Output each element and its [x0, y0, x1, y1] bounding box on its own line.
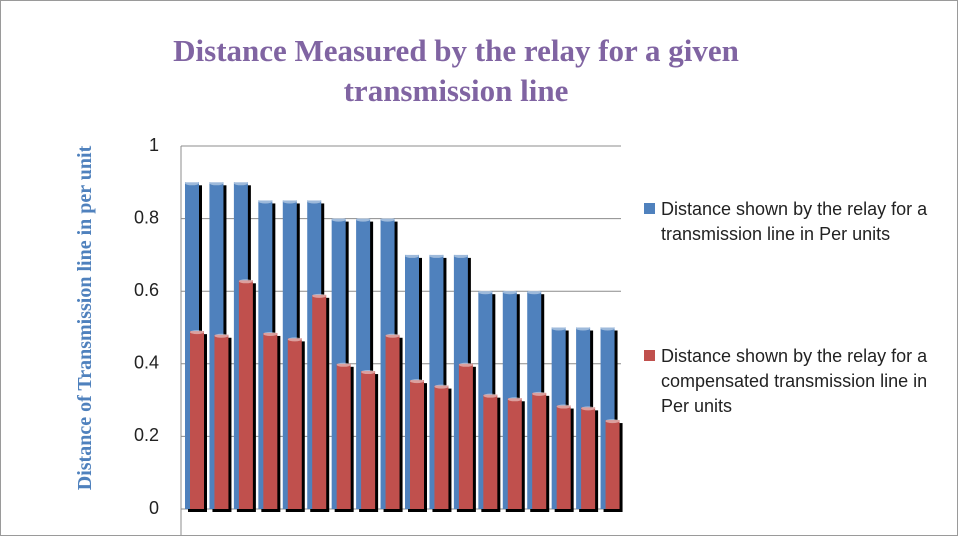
bar-cap — [380, 217, 395, 222]
bar-cap — [356, 217, 371, 222]
bar-cap — [576, 326, 591, 331]
bar-cap — [312, 293, 327, 298]
bar-cap — [483, 393, 498, 398]
bar — [263, 332, 278, 509]
legend-label: Distance shown by the relay for a compen… — [661, 346, 928, 416]
bar-cap — [532, 391, 547, 396]
bar-cap — [434, 384, 449, 389]
bar — [214, 334, 229, 509]
bar-cap — [190, 330, 204, 335]
legend-swatch — [644, 350, 655, 361]
bar-cap — [258, 199, 273, 204]
bar — [410, 380, 424, 509]
bar-cap — [307, 199, 322, 204]
bar — [458, 363, 473, 509]
legend-entry: Distance shown by the relay for a transm… — [644, 197, 941, 247]
bar-cap — [233, 181, 248, 186]
chart-title: Distance Measured by the relay for a giv… — [173, 33, 739, 108]
bar-cap — [502, 290, 517, 295]
bar-cap — [263, 331, 278, 336]
bar — [434, 385, 449, 509]
bar-cap — [551, 326, 566, 331]
bar-cap — [336, 362, 351, 367]
bar-cap — [214, 333, 229, 338]
bar — [238, 280, 253, 509]
bar — [581, 407, 596, 509]
y-tick-label: 0 — [149, 498, 159, 518]
bar-cap — [556, 404, 571, 409]
y-tick-label: 1 — [149, 135, 159, 155]
bar — [385, 334, 400, 509]
bar-cap — [209, 181, 224, 186]
bar-cap — [507, 397, 522, 402]
bar — [605, 420, 620, 509]
bar-cap — [527, 290, 542, 295]
bar-cap — [429, 253, 444, 258]
bar — [287, 338, 302, 509]
bar — [532, 392, 547, 509]
bar-cap — [238, 279, 253, 284]
bar-cap — [331, 217, 346, 222]
bar-cap — [605, 419, 620, 424]
bar — [336, 363, 351, 509]
bar-cap — [453, 253, 468, 258]
bar-cap — [287, 337, 302, 342]
legend-entry: Distance shown by the relay for a compen… — [644, 344, 941, 419]
bar-cap — [282, 199, 297, 204]
y-axis-label: Distance of Transmission line in per uni… — [74, 145, 96, 491]
y-tick-label: 0.4 — [134, 353, 159, 373]
bar-cap — [458, 362, 473, 367]
bar — [507, 398, 522, 509]
bar-cap — [581, 406, 596, 411]
legend-swatch — [644, 203, 655, 214]
bar — [483, 394, 498, 509]
legend-label: Distance shown by the relay for a transm… — [661, 199, 928, 244]
bar-cap — [405, 253, 419, 258]
bar — [361, 371, 376, 509]
bar — [312, 294, 327, 509]
bar — [556, 405, 571, 509]
y-tick-label: 0.2 — [134, 425, 159, 445]
bar-cap — [361, 370, 376, 375]
bar-cap — [600, 326, 615, 331]
bar-cap — [185, 181, 199, 186]
bar-cap — [478, 290, 493, 295]
bar-cap — [385, 333, 400, 338]
y-tick-label: 0.6 — [134, 280, 159, 300]
bar — [190, 331, 204, 509]
bar-cap — [410, 379, 424, 384]
y-tick-label: 0.8 — [134, 207, 159, 227]
